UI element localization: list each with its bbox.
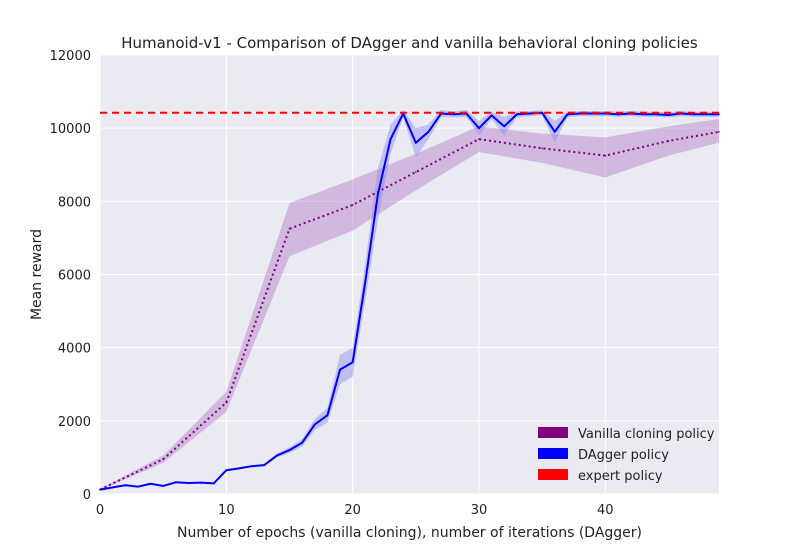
x-tick-label: 10 bbox=[218, 503, 235, 518]
dagger-policy-point bbox=[301, 441, 303, 444]
y-tick-label: 2000 bbox=[58, 415, 91, 430]
dagger-policy-point bbox=[415, 142, 417, 144]
legend-swatch-expert-policy bbox=[538, 469, 568, 480]
dagger-policy-point bbox=[377, 193, 379, 195]
dagger-policy-point bbox=[124, 484, 127, 487]
x-tick-label: 20 bbox=[344, 503, 361, 518]
x-tick-label: 0 bbox=[96, 503, 104, 518]
dagger-policy-point bbox=[364, 281, 367, 283]
dagger-policy-point bbox=[137, 485, 139, 488]
legend-swatch-vanilla-cloning-policy bbox=[538, 427, 568, 438]
dagger-policy-point bbox=[276, 454, 278, 457]
dagger-policy-point bbox=[238, 467, 240, 470]
dagger-policy-point bbox=[326, 414, 329, 417]
vanilla-cloning-policy-point bbox=[541, 147, 543, 150]
dagger-policy-point bbox=[692, 113, 695, 116]
y-tick-label: 0 bbox=[83, 488, 91, 503]
dagger-policy-point bbox=[162, 485, 164, 487]
chart-title: Humanoid-v1 - Comparison of DAgger and v… bbox=[121, 34, 698, 52]
dagger-policy-point bbox=[99, 488, 101, 491]
dagger-policy-point bbox=[149, 482, 152, 485]
dagger-policy-point bbox=[718, 113, 720, 116]
vanilla-cloning-policy-point bbox=[604, 154, 607, 157]
vanilla-cloning-policy-point bbox=[415, 171, 417, 173]
y-tick-label: 8000 bbox=[58, 195, 91, 210]
y-axis-title: Mean reward bbox=[29, 229, 45, 320]
dagger-policy-point bbox=[351, 361, 354, 364]
vanilla-cloning-policy-point bbox=[478, 138, 480, 140]
dagger-policy-point bbox=[339, 368, 341, 371]
legend: Vanilla cloning policy DAgger policy exper… bbox=[538, 427, 715, 484]
dagger-policy-point bbox=[541, 112, 543, 114]
dagger-policy-point bbox=[617, 113, 619, 116]
dagger-policy-point bbox=[212, 482, 215, 485]
dagger-policy-point bbox=[200, 481, 202, 484]
y-tick-label: 6000 bbox=[58, 269, 91, 284]
dagger-policy-point bbox=[452, 113, 455, 116]
dagger-policy-point bbox=[313, 423, 316, 426]
dagger-policy-point bbox=[503, 125, 506, 128]
dagger-policy-point bbox=[225, 469, 228, 472]
legend-label-dagger-policy: DAgger policy bbox=[578, 448, 669, 463]
dagger-policy-point bbox=[187, 482, 190, 484]
y-tick-label: 4000 bbox=[58, 342, 91, 357]
y-tick-label: 12000 bbox=[50, 49, 91, 64]
vanilla-cloning-policy-band bbox=[100, 119, 719, 491]
dagger-policy-point bbox=[478, 127, 480, 129]
dagger-policy-point bbox=[566, 113, 569, 116]
series-lines bbox=[99, 111, 720, 491]
dagger-policy-point bbox=[655, 113, 657, 116]
dagger-policy-point bbox=[250, 465, 253, 467]
dagger-policy-point bbox=[667, 114, 670, 116]
x-tick-label: 30 bbox=[471, 503, 488, 518]
dagger-policy-point bbox=[553, 131, 556, 133]
legend-label-vanilla-cloning-policy: Vanilla cloning policy bbox=[578, 427, 715, 442]
dagger-policy-point bbox=[427, 131, 430, 133]
x-axis-title: Number of epochs (vanilla cloning), numb… bbox=[177, 525, 642, 541]
y-tick-label: 10000 bbox=[50, 122, 91, 137]
tick-labels: 0 10 20 30 40 0 2000 4000 6000 8000 10000 12000 bbox=[50, 49, 614, 518]
vanilla-cloning-policy-point bbox=[288, 227, 291, 230]
dagger-policy-point bbox=[528, 112, 531, 115]
dagger-policy-point bbox=[288, 449, 291, 451]
x-tick-label: 40 bbox=[597, 503, 614, 518]
vanilla-cloning-policy-line bbox=[99, 130, 720, 491]
legend-label-expert-policy: expert policy bbox=[578, 469, 663, 484]
legend-swatch-dagger-policy bbox=[538, 448, 568, 459]
dagger-policy-point bbox=[516, 113, 518, 116]
vanilla-cloning-policy-point bbox=[718, 131, 720, 133]
dagger-policy-point bbox=[111, 486, 114, 489]
dagger-policy-point bbox=[490, 114, 493, 117]
vanilla-cloning-policy-point bbox=[225, 401, 228, 404]
vanilla-cloning-policy-point bbox=[667, 140, 670, 142]
vanilla-cloning-policy-point bbox=[162, 458, 164, 461]
dagger-policy-point bbox=[642, 113, 645, 116]
dagger-policy-point bbox=[263, 464, 266, 466]
dagger-policy-point bbox=[705, 113, 708, 116]
dagger-policy-point bbox=[174, 481, 177, 484]
dagger-policy-line bbox=[99, 111, 719, 491]
dagger-policy-point bbox=[389, 138, 392, 140]
confidence-bands bbox=[100, 109, 719, 491]
vanilla-cloning-policy-point bbox=[351, 204, 354, 206]
